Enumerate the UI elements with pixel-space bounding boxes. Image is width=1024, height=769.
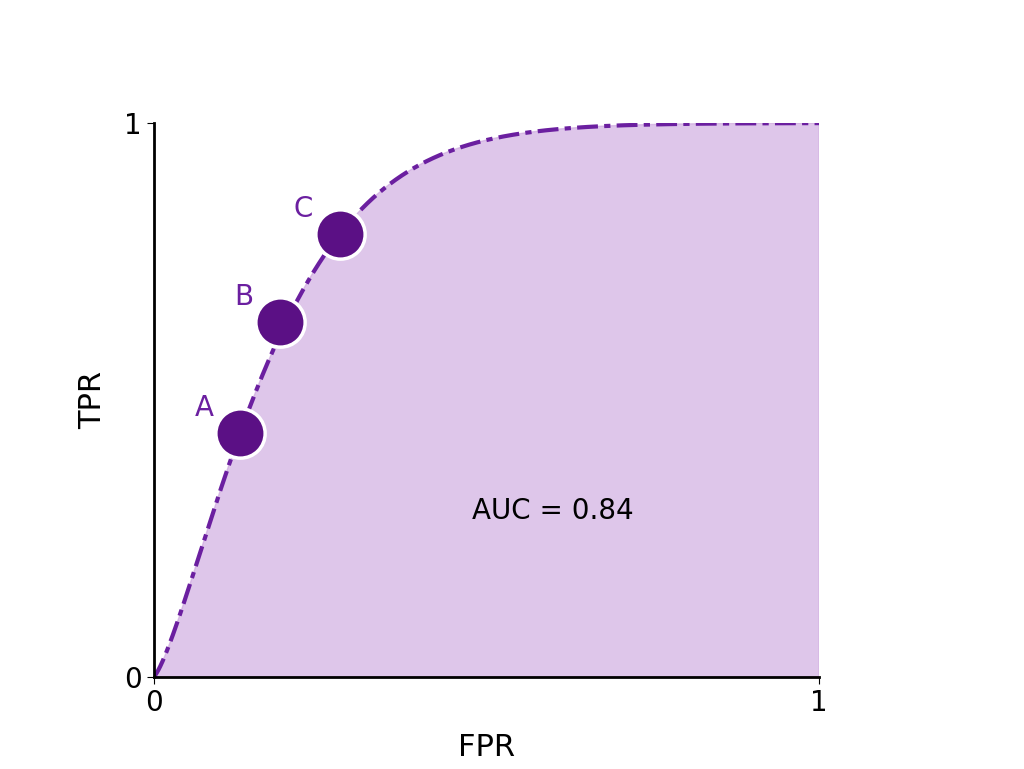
Y-axis label: TPR: TPR (79, 371, 108, 429)
X-axis label: FPR: FPR (458, 733, 515, 762)
Text: B: B (234, 283, 254, 311)
Text: A: A (195, 394, 213, 422)
Polygon shape (154, 123, 819, 677)
Point (332, 228, 348, 240)
Text: AUC = 0.84: AUC = 0.84 (472, 497, 634, 524)
Point (272, 316, 289, 328)
Text: C: C (294, 195, 313, 223)
Point (231, 427, 248, 439)
